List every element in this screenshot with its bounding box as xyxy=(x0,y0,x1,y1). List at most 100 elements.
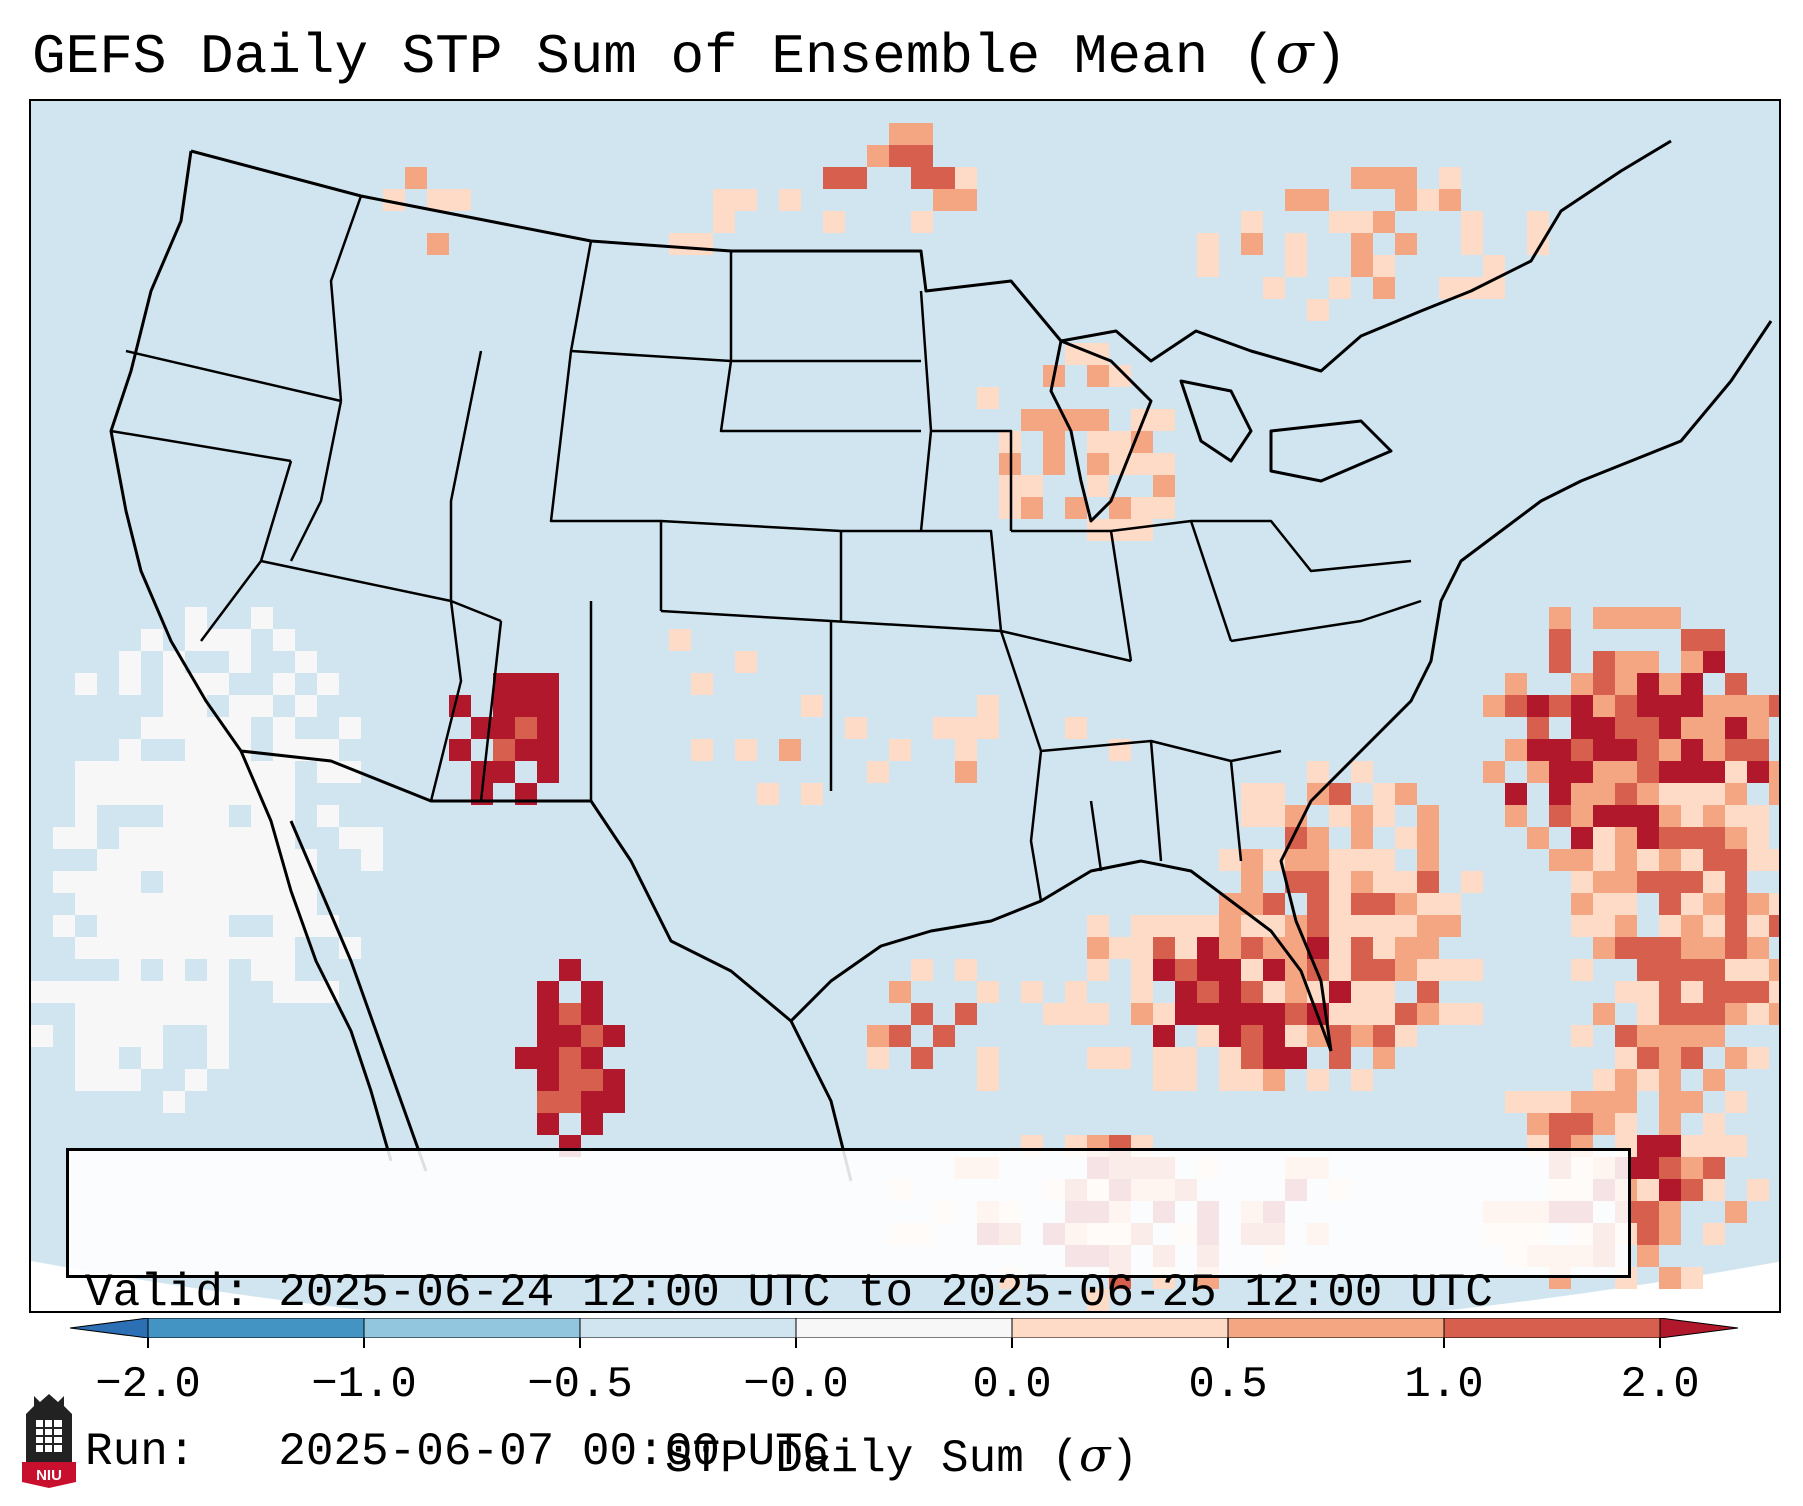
stp-cell xyxy=(163,673,185,695)
stp-cell xyxy=(1417,1003,1439,1025)
stp-cell xyxy=(207,717,229,739)
stp-cell xyxy=(1219,981,1241,1003)
colorbar-tick-label-6: 1.0 xyxy=(1404,1360,1484,1410)
stp-cell xyxy=(75,893,97,915)
stp-cell xyxy=(163,915,185,937)
stp-cell xyxy=(1725,871,1747,893)
stp-cell xyxy=(229,827,251,849)
stp-cell xyxy=(1681,717,1703,739)
stp-cell xyxy=(119,981,141,1003)
stp-cell xyxy=(273,981,295,1003)
stp-cell xyxy=(141,761,163,783)
colorbar-tick-label-7: 2.0 xyxy=(1620,1360,1700,1410)
stp-cell xyxy=(185,761,207,783)
stp-cell xyxy=(1703,695,1725,717)
stp-cell xyxy=(1681,959,1703,981)
stp-cell xyxy=(1637,717,1659,739)
logo-window-lines-icon xyxy=(36,1420,62,1452)
stp-cell xyxy=(295,871,317,893)
stp-cell xyxy=(1175,1047,1197,1069)
stp-cell xyxy=(977,717,999,739)
stp-cell xyxy=(1593,915,1615,937)
stp-cell xyxy=(1637,1135,1659,1157)
colorbar-label-suffix: ) xyxy=(1110,1433,1139,1485)
stp-cell xyxy=(955,189,977,211)
stp-cell xyxy=(119,783,141,805)
stp-cell xyxy=(1571,783,1593,805)
stp-cell xyxy=(1329,871,1351,893)
stp-cell xyxy=(251,871,273,893)
stp-cell xyxy=(537,1091,559,1113)
stp-cell xyxy=(1417,189,1439,211)
stp-cell xyxy=(1659,827,1681,849)
gulf-coastline xyxy=(789,859,1333,1052)
stp-cell xyxy=(339,827,361,849)
stp-cell xyxy=(1615,1069,1637,1091)
stp-cell xyxy=(1153,475,1175,497)
colorbar-tick-6 xyxy=(1443,1338,1445,1348)
stp-cell xyxy=(1571,695,1593,717)
stp-cell xyxy=(977,695,999,717)
title-sigma: σ xyxy=(1275,21,1314,86)
stp-cell xyxy=(1681,739,1703,761)
colorbar-ticks xyxy=(0,1338,1803,1368)
stp-cell xyxy=(1527,1113,1549,1135)
stp-cell xyxy=(1615,739,1637,761)
stp-cell xyxy=(1725,1003,1747,1025)
stp-cell xyxy=(119,827,141,849)
stp-cell xyxy=(1637,1025,1659,1047)
stp-cell xyxy=(31,1025,53,1047)
stp-cell xyxy=(1395,871,1417,893)
stp-cell xyxy=(1659,1091,1681,1113)
stp-cell xyxy=(1373,1003,1395,1025)
stp-cell xyxy=(581,1047,603,1069)
stp-cell xyxy=(1725,1135,1747,1157)
stp-cell xyxy=(141,981,163,1003)
stp-cell xyxy=(1659,849,1681,871)
stp-cell xyxy=(933,189,955,211)
stp-cell xyxy=(273,959,295,981)
stp-cell xyxy=(163,761,185,783)
stp-cell xyxy=(1241,1047,1263,1069)
stp-cell xyxy=(845,717,867,739)
stp-cell xyxy=(933,1025,955,1047)
stp-cell xyxy=(97,761,119,783)
stp-cell xyxy=(1307,1069,1329,1091)
stp-cell xyxy=(1571,1091,1593,1113)
stp-cell xyxy=(1769,1003,1779,1025)
stp-cell xyxy=(559,959,581,981)
stp-cell xyxy=(1351,849,1373,871)
valid-time-text: Valid: 2025-06-24 12:00 UTC to 2025-06-2… xyxy=(85,1267,1493,1319)
stp-cell xyxy=(163,959,185,981)
stp-cell xyxy=(1043,453,1065,475)
stp-cell xyxy=(537,717,559,739)
stp-cell xyxy=(1637,607,1659,629)
stp-cell xyxy=(801,695,823,717)
stp-cell xyxy=(1681,1091,1703,1113)
stp-cell xyxy=(1351,233,1373,255)
stp-cell xyxy=(1637,673,1659,695)
stp-cell xyxy=(1329,1047,1351,1069)
stp-cell xyxy=(75,937,97,959)
stp-cell xyxy=(163,805,185,827)
stp-cell xyxy=(295,893,317,915)
stp-cell xyxy=(1659,871,1681,893)
stp-cell xyxy=(1681,695,1703,717)
stp-cell xyxy=(1769,783,1779,805)
stp-cell xyxy=(1175,915,1197,937)
stp-cell xyxy=(1241,937,1263,959)
stp-cell xyxy=(1241,981,1263,1003)
stp-cell xyxy=(97,871,119,893)
stp-cell xyxy=(1241,783,1263,805)
stp-cell xyxy=(1681,1135,1703,1157)
stp-cell xyxy=(537,1003,559,1025)
map-panel xyxy=(29,99,1781,1313)
stp-cell xyxy=(1725,937,1747,959)
stp-cell xyxy=(603,1025,625,1047)
stp-cell xyxy=(273,673,295,695)
stp-cell xyxy=(97,981,119,1003)
stp-cell xyxy=(1439,893,1461,915)
stp-cell xyxy=(383,189,405,211)
stp-cell xyxy=(1329,805,1351,827)
